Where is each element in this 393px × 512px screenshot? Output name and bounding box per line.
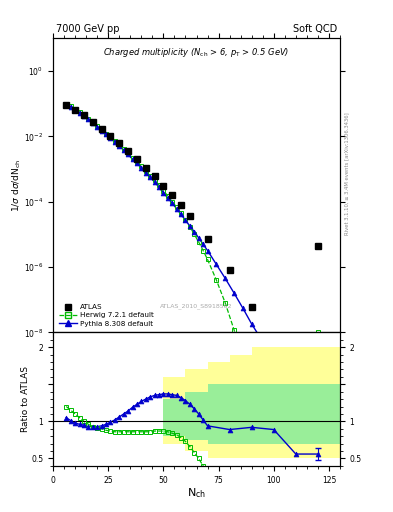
- Text: Rivet 3.1.10, ≥ 3.4M events [arXiv:1306.3436]: Rivet 3.1.10, ≥ 3.4M events [arXiv:1306.…: [344, 113, 349, 236]
- Text: ATLAS_2010_S8918562: ATLAS_2010_S8918562: [160, 303, 233, 309]
- Y-axis label: 1/$\sigma$ d$\sigma$/dN$_\mathsf{ch}$: 1/$\sigma$ d$\sigma$/dN$_\mathsf{ch}$: [10, 159, 22, 212]
- Text: 7000 GeV pp: 7000 GeV pp: [56, 24, 119, 34]
- Legend: ATLAS, Herwig 7.2.1 default, Pythia 8.308 default: ATLAS, Herwig 7.2.1 default, Pythia 8.30…: [57, 302, 156, 329]
- Y-axis label: Ratio to ATLAS: Ratio to ATLAS: [21, 366, 30, 432]
- X-axis label: N$_\mathsf{ch}$: N$_\mathsf{ch}$: [187, 486, 206, 500]
- Text: Soft QCD: Soft QCD: [293, 24, 337, 34]
- Text: Charged multiplicity ($N_\mathsf{ch}$ > 6, $p_\mathsf{T}$ > 0.5 GeV): Charged multiplicity ($N_\mathsf{ch}$ > …: [103, 46, 290, 59]
